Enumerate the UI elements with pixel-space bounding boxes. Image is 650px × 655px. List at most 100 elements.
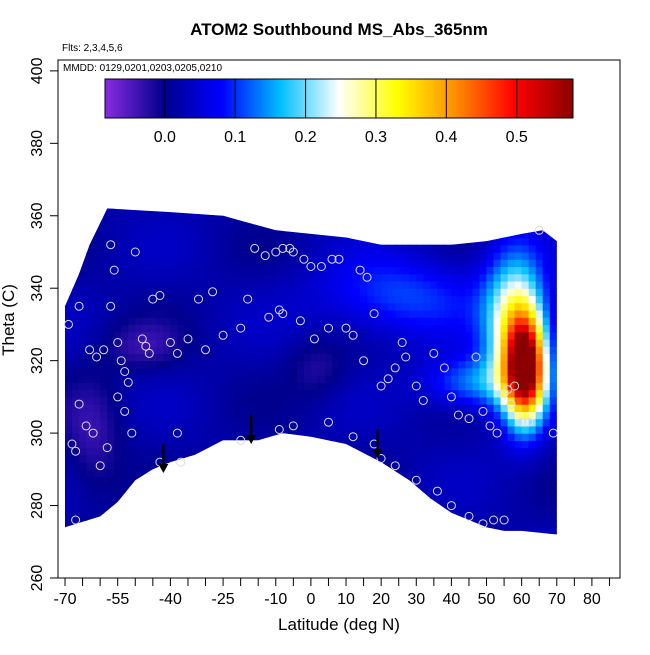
heatmap-cell — [142, 237, 150, 246]
heatmap-cell — [205, 338, 214, 347]
heatmap-cell — [339, 273, 347, 282]
heatmap-cell — [205, 288, 214, 297]
heatmap-cell — [514, 440, 523, 449]
observation-point — [201, 345, 210, 355]
heatmap-cell — [100, 266, 108, 275]
heatmap-cell — [233, 375, 242, 383]
heatmap-cell — [149, 454, 157, 463]
observation-point — [176, 457, 186, 467]
heatmap-cell — [163, 230, 172, 239]
heatmap-cell — [107, 447, 115, 456]
heatmap-cell — [135, 433, 143, 441]
heatmap-cell — [486, 396, 495, 405]
heatmap-cell — [556, 462, 557, 470]
heatmap-cell — [310, 295, 319, 304]
heatmap-cell — [254, 396, 263, 405]
heatmap-cell — [163, 273, 172, 282]
heatmap-cell — [282, 411, 291, 420]
heatmap-cell — [296, 295, 305, 304]
heatmap-cell — [65, 418, 73, 427]
heatmap-cell — [100, 302, 108, 311]
heatmap-cell — [72, 498, 80, 507]
heatmap-cell — [149, 440, 157, 449]
heatmap-cell — [275, 280, 284, 289]
heatmap-cell — [205, 259, 214, 268]
heatmap-cell — [486, 418, 495, 427]
heatmap-cell — [402, 367, 410, 376]
heatmap-cell — [514, 338, 523, 347]
heatmap-cell — [493, 454, 502, 463]
heatmap-cell — [416, 266, 424, 275]
heatmap-cell — [486, 302, 495, 311]
heatmap-cell — [381, 331, 389, 340]
heatmap-cell — [549, 302, 557, 311]
heatmap-cell — [331, 382, 340, 391]
heatmap-cell — [233, 346, 242, 355]
heatmap-cell — [430, 346, 438, 355]
heatmap-cell — [416, 396, 424, 405]
heatmap-cell — [535, 309, 544, 318]
heatmap-cell — [100, 404, 108, 412]
heatmap-cell — [261, 353, 270, 362]
heatmap-cell — [282, 331, 291, 340]
heatmap-cell — [395, 273, 403, 282]
heatmap-cell — [163, 396, 172, 405]
heatmap-cell — [303, 230, 312, 239]
heatmap-cell — [451, 389, 460, 398]
heatmap-cell — [261, 411, 270, 420]
heatmap-cell — [549, 527, 557, 535]
heatmap-cell — [556, 251, 557, 260]
heatmap-cell — [324, 404, 333, 412]
heatmap-cell — [451, 251, 460, 260]
heatmap-cell — [416, 447, 424, 456]
heatmap-cell — [331, 309, 340, 318]
heatmap-cell — [493, 447, 502, 456]
observation-point — [278, 309, 288, 319]
heatmap-cell — [121, 208, 129, 217]
heatmap-cell — [542, 360, 551, 369]
heatmap-cell — [360, 396, 368, 405]
heatmap-cell — [317, 237, 326, 246]
heatmap-cell — [409, 353, 417, 362]
heatmap-cell — [142, 266, 150, 275]
heatmap-cell — [261, 404, 270, 412]
heatmap-cell — [107, 280, 115, 289]
heatmap-cell — [395, 331, 403, 340]
heatmap-cell — [451, 411, 460, 420]
heatmap-cell — [149, 230, 157, 239]
heatmap-cell — [247, 389, 256, 398]
heatmap-cell — [493, 396, 502, 405]
heatmap-cell — [465, 476, 474, 485]
heatmap-cell — [444, 382, 452, 391]
heatmap-cell — [339, 389, 347, 398]
heatmap-cell — [107, 360, 115, 369]
heatmap-cell — [310, 418, 319, 427]
heatmap-cell — [191, 411, 200, 420]
heatmap-cell — [107, 382, 115, 391]
heatmap-cell — [423, 375, 431, 383]
heatmap-cell — [177, 433, 186, 441]
heatmap-cell — [310, 309, 319, 318]
heatmap-cell — [324, 433, 333, 441]
heatmap-cell — [240, 425, 249, 434]
heatmap-cell — [93, 295, 101, 304]
heatmap-cell — [65, 396, 73, 405]
heatmap-cell — [409, 309, 417, 318]
heatmap-cell — [212, 309, 221, 318]
heatmap-cell — [65, 389, 73, 398]
heatmap-cell — [170, 259, 179, 268]
heatmap-cell — [430, 302, 438, 311]
heatmap-cell — [549, 498, 557, 507]
heatmap-cell — [324, 280, 333, 289]
heatmap-cell — [212, 389, 221, 398]
heatmap-cell — [191, 338, 200, 347]
heatmap-cell — [324, 288, 333, 297]
heatmap-cell — [542, 505, 551, 514]
heatmap-cell — [100, 360, 108, 369]
heatmap-cell — [374, 244, 382, 253]
heatmap-cell — [142, 295, 150, 304]
heatmap-cell — [444, 491, 452, 499]
heatmap-cell — [542, 491, 551, 499]
heatmap-cell — [107, 469, 115, 478]
heatmap-cell — [465, 367, 474, 376]
